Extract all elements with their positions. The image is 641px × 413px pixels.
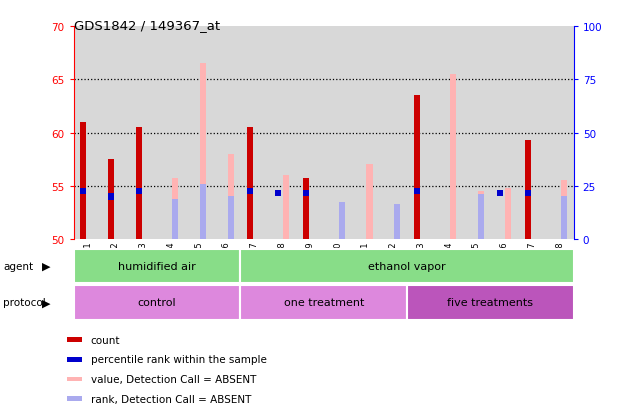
Bar [478, 192, 484, 240]
Text: agent: agent [3, 261, 33, 271]
Bar [478, 195, 484, 240]
Text: control: control [138, 297, 176, 308]
Bar [413, 96, 420, 240]
Bar [247, 128, 253, 240]
Bar [136, 128, 142, 240]
Bar [240, 250, 574, 283]
Bar [525, 191, 531, 197]
Text: ▶: ▶ [42, 261, 50, 271]
Bar [338, 221, 345, 240]
Bar [67, 337, 82, 342]
Bar [367, 165, 372, 240]
Bar [108, 194, 114, 200]
Bar [413, 188, 420, 195]
Bar [74, 250, 240, 283]
Bar [303, 179, 309, 240]
Bar [394, 236, 401, 240]
Bar [450, 75, 456, 240]
Bar [394, 204, 401, 240]
Text: one treatment: one treatment [283, 297, 364, 308]
Bar [525, 141, 531, 240]
Bar [200, 64, 206, 240]
Text: five treatments: five treatments [447, 297, 533, 308]
Bar [228, 154, 234, 240]
Text: ▶: ▶ [42, 297, 50, 308]
Bar [67, 377, 82, 382]
Bar [505, 188, 512, 240]
Bar [80, 188, 87, 195]
Bar [283, 176, 289, 240]
Bar [200, 184, 206, 240]
Bar [407, 285, 574, 320]
Bar [240, 285, 407, 320]
Text: rank, Detection Call = ABSENT: rank, Detection Call = ABSENT [90, 394, 251, 404]
Bar [561, 197, 567, 240]
Bar [108, 160, 114, 240]
Text: GDS1842 / 149367_at: GDS1842 / 149367_at [74, 19, 220, 31]
Bar [303, 191, 309, 197]
Bar [172, 199, 178, 240]
Bar [80, 123, 87, 240]
Bar [275, 191, 281, 197]
Bar [497, 191, 503, 197]
Text: humidified air: humidified air [118, 261, 196, 271]
Text: protocol: protocol [3, 297, 46, 308]
Text: count: count [90, 335, 120, 345]
Bar [67, 357, 82, 362]
Text: value, Detection Call = ABSENT: value, Detection Call = ABSENT [90, 374, 256, 384]
Bar [136, 188, 142, 195]
Bar [74, 285, 240, 320]
Bar [561, 181, 567, 240]
Text: percentile rank within the sample: percentile rank within the sample [90, 354, 267, 364]
Bar [172, 179, 178, 240]
Text: ethanol vapor: ethanol vapor [368, 261, 446, 271]
Bar [228, 197, 234, 240]
Bar [247, 188, 253, 195]
Bar [67, 396, 82, 401]
Bar [338, 202, 345, 240]
